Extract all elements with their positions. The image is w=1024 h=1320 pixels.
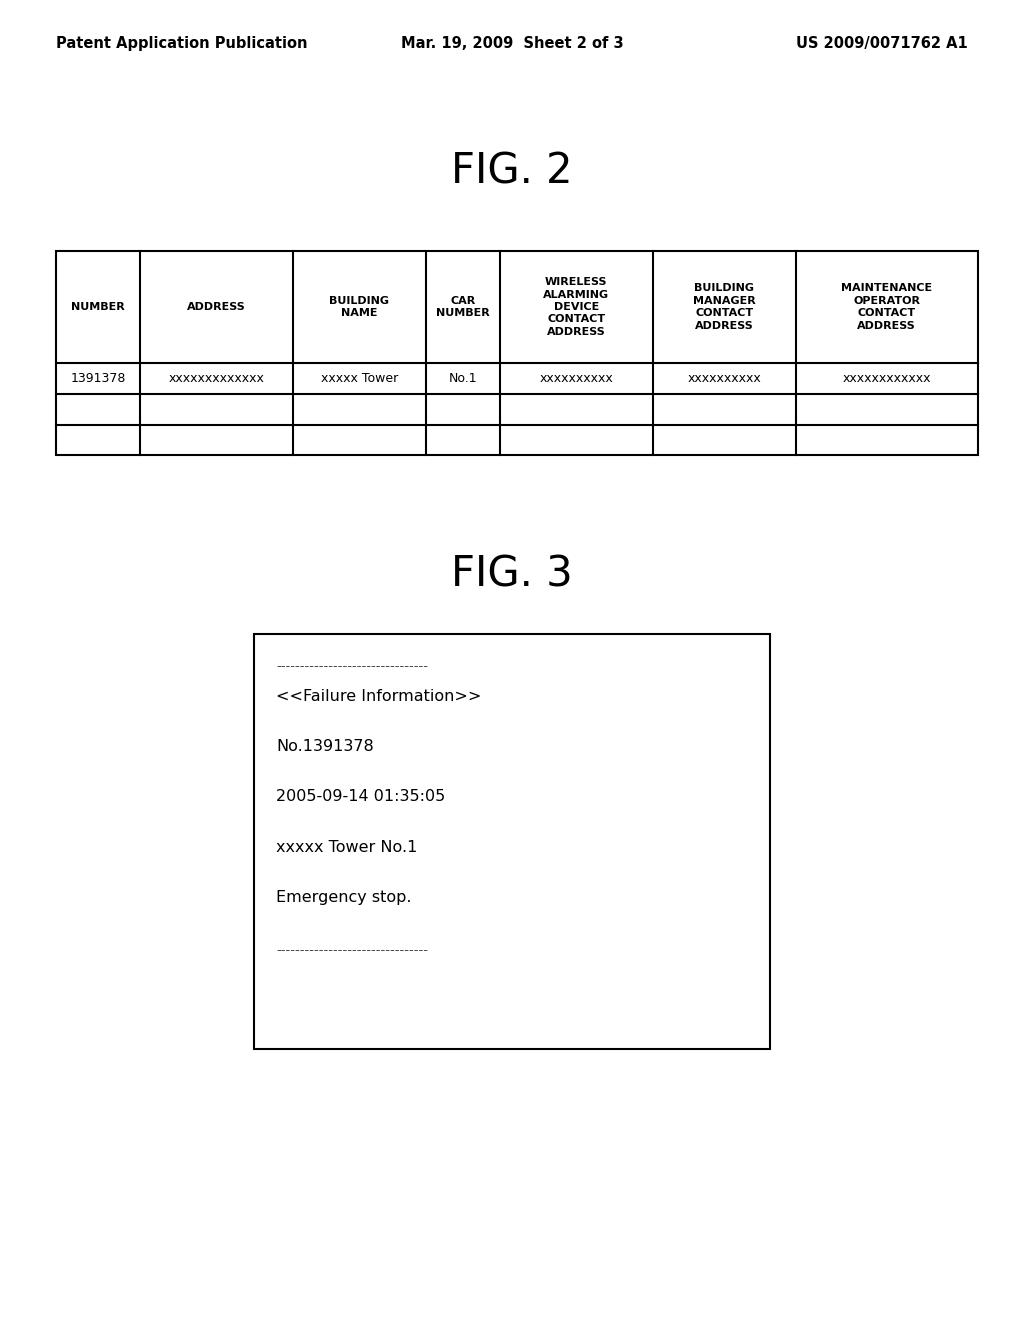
Text: --------------------------------: -------------------------------- — [276, 660, 428, 673]
Text: MAINTENANCE
OPERATOR
CONTACT
ADDRESS: MAINTENANCE OPERATOR CONTACT ADDRESS — [841, 284, 932, 331]
Text: No.1: No.1 — [449, 372, 477, 385]
Text: 2005-09-14 01:35:05: 2005-09-14 01:35:05 — [276, 789, 445, 804]
Text: WIRELESS
ALARMING
DEVICE
CONTACT
ADDRESS: WIRELESS ALARMING DEVICE CONTACT ADDRESS — [543, 277, 609, 337]
Text: Mar. 19, 2009  Sheet 2 of 3: Mar. 19, 2009 Sheet 2 of 3 — [400, 36, 624, 51]
Text: ADDRESS: ADDRESS — [187, 302, 246, 312]
Text: xxxxxxxxxxxx: xxxxxxxxxxxx — [843, 372, 931, 385]
Text: xxxxx Tower: xxxxx Tower — [321, 372, 398, 385]
Text: 1391378: 1391378 — [71, 372, 126, 385]
Text: xxxxxxxxxx: xxxxxxxxxx — [540, 372, 613, 385]
Text: FIG. 3: FIG. 3 — [452, 553, 572, 595]
Text: BUILDING
NAME: BUILDING NAME — [330, 296, 389, 318]
Text: CAR
NUMBER: CAR NUMBER — [436, 296, 489, 318]
Text: --------------------------------: -------------------------------- — [276, 944, 428, 957]
Text: US 2009/0071762 A1: US 2009/0071762 A1 — [796, 36, 968, 51]
Text: xxxxxxxxxxxxx: xxxxxxxxxxxxx — [169, 372, 264, 385]
Text: BUILDING
MANAGER
CONTACT
ADDRESS: BUILDING MANAGER CONTACT ADDRESS — [692, 284, 756, 331]
Text: No.1391378: No.1391378 — [276, 739, 374, 754]
Bar — [56, 251, 978, 455]
Text: xxxxx Tower No.1: xxxxx Tower No.1 — [276, 840, 418, 854]
Bar — [254, 634, 770, 1049]
Text: Patent Application Publication: Patent Application Publication — [56, 36, 308, 51]
Text: FIG. 2: FIG. 2 — [452, 150, 572, 193]
Text: Emergency stop.: Emergency stop. — [276, 890, 412, 904]
Text: <<Failure Information>>: <<Failure Information>> — [276, 689, 482, 704]
Text: xxxxxxxxxx: xxxxxxxxxx — [687, 372, 761, 385]
Text: NUMBER: NUMBER — [72, 302, 125, 312]
